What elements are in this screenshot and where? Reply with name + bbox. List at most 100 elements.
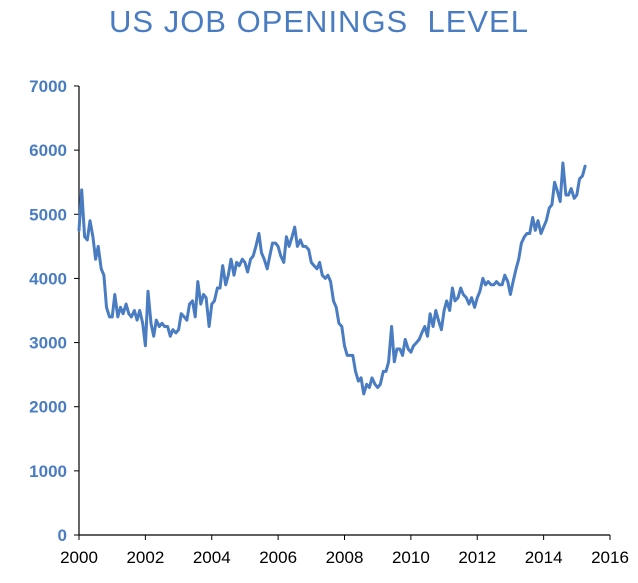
data-point <box>490 283 493 286</box>
data-point <box>252 254 255 258</box>
data-point <box>337 322 341 325</box>
data-point <box>478 290 482 293</box>
data-point <box>152 335 155 338</box>
data-point <box>484 283 487 286</box>
data-point <box>94 258 97 261</box>
data-point <box>263 258 266 261</box>
data-point <box>105 306 108 309</box>
data-point <box>401 354 404 357</box>
data-point <box>462 293 465 296</box>
data-point <box>346 354 349 357</box>
data-point <box>287 245 291 248</box>
data-point <box>528 232 531 235</box>
data-point <box>301 245 305 248</box>
data-point <box>357 379 360 383</box>
data-point <box>511 280 515 283</box>
data-point <box>456 296 460 299</box>
y-tick-label: 4000 <box>29 269 67 288</box>
data-point <box>163 325 166 328</box>
data-point <box>548 206 551 210</box>
data-point <box>420 331 423 335</box>
data-point <box>174 331 178 335</box>
data-point <box>204 296 208 299</box>
data-point <box>418 338 421 341</box>
data-point <box>525 232 529 235</box>
data-point <box>407 347 410 351</box>
data-point <box>556 190 559 193</box>
data-point <box>523 235 526 238</box>
data-point <box>321 274 324 277</box>
data-point <box>121 312 125 315</box>
data-point <box>329 280 332 283</box>
data-point <box>318 261 321 264</box>
data-point <box>232 274 236 277</box>
data-point <box>199 302 202 306</box>
x-tick-label: 2016 <box>591 548 629 567</box>
x-tick-label: 2010 <box>392 548 430 567</box>
x-tick-label: 2002 <box>126 548 164 567</box>
data-point <box>180 312 183 315</box>
data-point <box>351 354 354 357</box>
data-point <box>227 274 230 277</box>
x-tick-label: 2014 <box>525 548 563 567</box>
data-point <box>409 351 413 354</box>
data-point <box>254 245 258 248</box>
y-axis-ticks: 0 1000 2000 3000 4000 5000 6000 7000 <box>29 77 79 545</box>
data-point <box>100 267 103 270</box>
data-point <box>373 383 377 386</box>
y-tick-label: 3000 <box>29 334 67 353</box>
data-point <box>141 322 144 325</box>
data-point <box>393 360 396 363</box>
data-point <box>578 177 581 181</box>
data-point <box>470 296 473 299</box>
data-point <box>213 299 216 303</box>
data-point <box>102 274 106 277</box>
data-point <box>235 261 238 264</box>
x-axis-ticks: 2000 2002 2004 2006 2008 2010 2012 2014 2016 <box>60 535 629 567</box>
data-point <box>133 309 136 312</box>
data-point <box>257 232 261 235</box>
data-point <box>581 174 584 177</box>
data-point <box>442 309 446 312</box>
data-point <box>534 229 537 232</box>
data-point <box>492 283 495 286</box>
data-point <box>282 261 285 264</box>
data-point <box>241 258 244 261</box>
data-point <box>440 328 443 331</box>
data-point <box>177 328 180 331</box>
data-point <box>545 219 548 222</box>
x-tick-label: 2000 <box>60 548 98 567</box>
data-point <box>77 229 81 232</box>
data-point <box>561 161 565 165</box>
data-point <box>304 245 307 248</box>
data-point <box>583 165 587 168</box>
data-point <box>144 344 147 347</box>
data-point <box>188 302 191 306</box>
data-point <box>310 261 313 264</box>
data-point <box>202 293 205 296</box>
data-point <box>448 309 451 312</box>
data-point <box>500 283 504 286</box>
data-point <box>194 315 197 319</box>
data-point <box>365 383 368 386</box>
data-point <box>312 264 316 267</box>
data-point <box>343 344 346 347</box>
data-point <box>390 325 393 328</box>
data-point <box>481 277 485 280</box>
data-point <box>293 225 296 229</box>
data-point <box>368 386 371 389</box>
data-point <box>451 286 454 290</box>
data-point <box>415 341 418 344</box>
data-point <box>116 315 120 319</box>
data-point <box>550 203 554 206</box>
data-point <box>382 370 385 373</box>
data-point <box>517 258 520 261</box>
data-point <box>207 325 211 328</box>
data-point <box>398 347 402 351</box>
data-point <box>348 354 352 357</box>
data-point <box>412 344 415 347</box>
data-point <box>210 302 213 306</box>
data-point <box>290 235 294 238</box>
y-tick-label: 2000 <box>29 398 67 417</box>
